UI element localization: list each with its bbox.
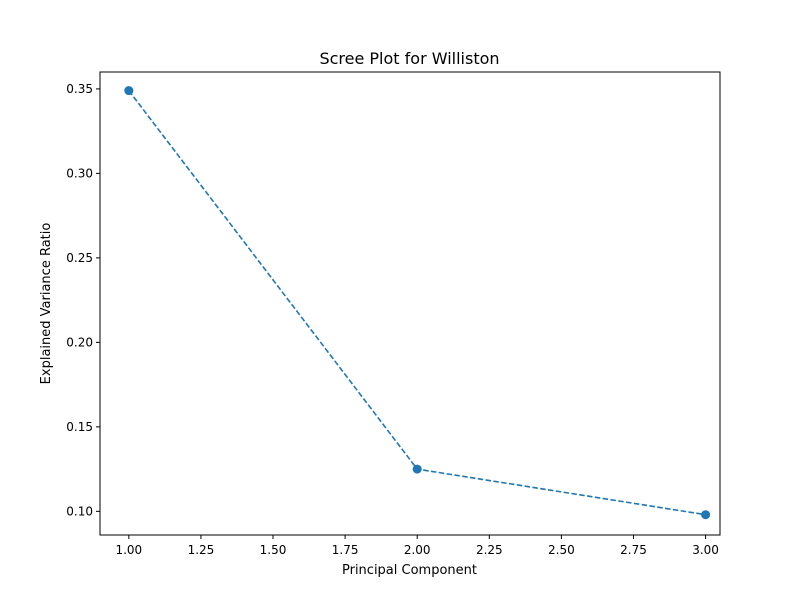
x-axis-ticks: 1.00 1.25 1.50 1.75 2.00 2.25 2.50 2.75 3.00 <box>115 535 719 557</box>
x-tick-label: 3.00 <box>692 543 719 557</box>
y-tick-label: 0.35 <box>66 82 93 96</box>
y-tick-label: 0.25 <box>66 251 93 265</box>
x-tick-label: 1.50 <box>260 543 287 557</box>
y-axis-label: Explained Variance Ratio <box>39 223 54 385</box>
y-tick-label: 0.20 <box>66 335 93 349</box>
y-tick-label: 0.10 <box>66 504 93 518</box>
series-line <box>128 90 706 516</box>
y-tick-label: 0.15 <box>66 420 93 434</box>
x-tick-label: 1.75 <box>332 543 359 557</box>
y-axis-ticks: 0.10 0.15 0.20 0.25 0.30 0.35 <box>66 82 100 518</box>
x-tick-label: 2.25 <box>476 543 503 557</box>
x-tick-label: 2.50 <box>548 543 575 557</box>
x-tick-label: 1.00 <box>115 543 142 557</box>
chart-title: Scree Plot for Williston <box>319 49 499 68</box>
x-tick-label: 2.00 <box>404 543 431 557</box>
data-point <box>412 464 422 474</box>
plot-area-frame <box>99 71 721 536</box>
y-tick-label: 0.30 <box>66 166 93 180</box>
data-point <box>124 86 134 96</box>
x-tick-label: 2.75 <box>620 543 647 557</box>
series-points <box>124 86 711 520</box>
x-axis-label: Principal Component <box>342 563 477 578</box>
data-point <box>701 510 711 520</box>
x-tick-label: 1.25 <box>188 543 215 557</box>
